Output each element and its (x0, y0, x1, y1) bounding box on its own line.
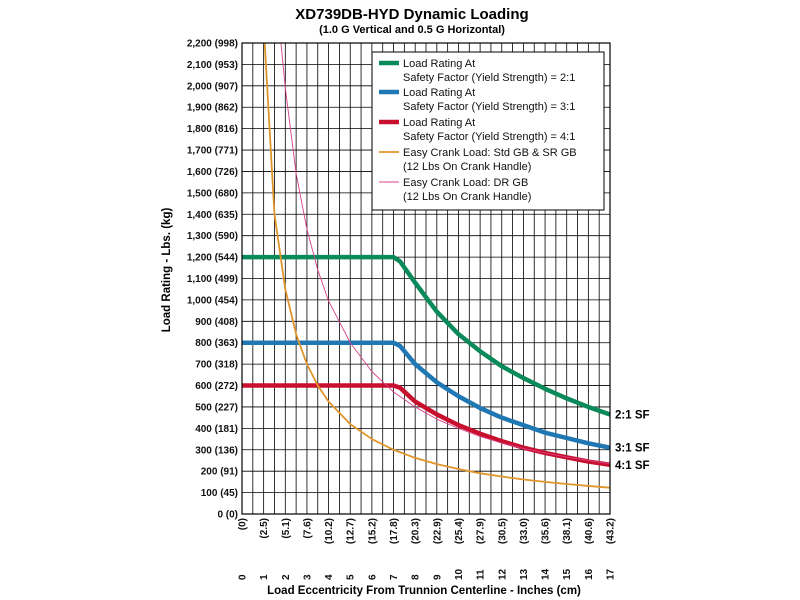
chart-title: XD739DB-HYD Dynamic Loading (295, 6, 528, 23)
x-tick-label-cm: (35.6) (541, 518, 552, 544)
x-tick-label-inch: 16 (584, 568, 595, 580)
y-tick-label: 800 (363) (195, 338, 238, 349)
y-tick-label: 200 (91) (201, 467, 238, 478)
y-tick-label: 1,400 (635) (187, 210, 238, 221)
x-tick-label-cm: (43.2) (606, 518, 617, 544)
x-tick-label-inch: 8 (411, 574, 422, 580)
y-tick-label: 1,700 (771) (187, 146, 238, 157)
y-tick-label: 1,300 (590) (187, 231, 238, 242)
legend-box (371, 51, 605, 211)
x-tick-label-cm: (12.7) (346, 518, 357, 544)
y-tick-label: 2,200 (998) (187, 39, 238, 50)
y-tick-label: 1,800 (816) (187, 124, 238, 135)
legend-label-sf3: Safety Factor (Yield Strength) = 3:1 (403, 101, 575, 113)
legend-label-sf4: Safety Factor (Yield Strength) = 4:1 (403, 131, 575, 143)
x-tick-label-inch: 17 (606, 568, 617, 580)
x-tick-label-cm: (22.9) (432, 518, 443, 544)
y-tick-label: 600 (272) (195, 381, 238, 392)
x-tick-label-inch: 9 (432, 574, 443, 580)
x-tick-label-cm: (10.2) (324, 518, 335, 544)
y-tick-label: 400 (181) (195, 424, 238, 435)
legend-label-crank_std: Easy Crank Load: Std GB & SR GB (403, 147, 577, 159)
end-label-sf2: 2:1 SF (615, 409, 650, 421)
x-tick-label-cm: (17.8) (389, 518, 400, 544)
x-tick-label-cm: (15.2) (367, 518, 378, 544)
y-tick-label: 1,500 (680) (187, 188, 238, 199)
x-tick-label-inch: 2 (281, 574, 292, 580)
x-tick-label-inch: 1 (259, 574, 270, 580)
x-tick-label-inch: 3 (302, 574, 313, 580)
y-tick-label: 300 (136) (195, 445, 238, 456)
x-tick-label-inch: 13 (519, 568, 530, 580)
series-line-sf2 (242, 254, 610, 417)
y-tick-label: 2,000 (907) (187, 81, 238, 92)
end-label-sf3: 3:1 SF (615, 443, 650, 455)
y-tick-label: 1,000 (454) (187, 295, 238, 306)
x-tick-label-inch: 10 (454, 568, 465, 580)
legend-label-sf4: Load Rating At (403, 117, 475, 129)
x-axis-ticks: (0) 0 (2.5) 1 (5.1) 2 (7.6) 3 (10.2) 4 (12.7) 5 (15.… (238, 518, 617, 580)
legend-label-sf2: Load Rating At (403, 58, 475, 70)
series-line-crank_dr (280, 43, 610, 465)
legend-label-crank_dr: (12 Lbs On Crank Handle) (403, 191, 531, 203)
y-axis-ticks: 0 (0) 100 (45) 200 (91) 300 (136) 400 (181) 5… (187, 39, 238, 521)
end-label-sf4: 4:1 SF (615, 460, 650, 472)
y-tick-label: 500 (227) (195, 402, 238, 413)
x-tick-label-cm: (7.6) (302, 518, 313, 539)
x-tick-label-cm: (0) (238, 518, 249, 530)
x-tick-label-inch: 14 (541, 568, 552, 580)
x-tick-label-cm: (20.3) (411, 518, 422, 544)
legend-label-sf3: Load Rating At (403, 87, 475, 99)
legend-label-crank_std: (12 Lbs On Crank Handle) (403, 161, 531, 173)
x-tick-label-inch: 4 (324, 574, 335, 580)
y-axis-label: Load Rating - Lbs. (kg) (161, 208, 173, 333)
x-tick-label-inch: 12 (497, 568, 508, 580)
series-layer (242, 43, 610, 489)
x-tick-label-cm: (40.6) (584, 518, 595, 544)
x-tick-label-cm: (27.9) (476, 518, 487, 544)
x-tick-label-cm: (38.1) (562, 518, 573, 544)
y-tick-label: 0 (0) (217, 510, 238, 521)
x-tick-label-inch: 15 (562, 568, 573, 580)
x-axis-label: Load Eccentricity From Trunnion Centerli… (267, 585, 581, 597)
y-tick-label: 1,200 (544) (187, 253, 238, 264)
series-line-sf3 (242, 340, 610, 450)
legend: Load Rating At Safety Factor (Yield Stren… (371, 51, 605, 211)
y-tick-label: 1,600 (726) (187, 167, 238, 178)
x-tick-label-cm: (30.5) (497, 518, 508, 544)
x-tick-label-inch: 7 (389, 574, 400, 580)
x-tick-label-inch: 6 (367, 574, 378, 580)
y-tick-label: 1,100 (499) (187, 274, 238, 285)
plot-frame (241, 42, 611, 515)
x-tick-label-cm: (2.5) (259, 518, 270, 539)
x-tick-label-cm: (33.0) (519, 518, 530, 544)
y-tick-label: 900 (408) (195, 317, 238, 328)
series-line-crank_std (263, 43, 610, 489)
y-tick-label: 2,100 (953) (187, 60, 238, 71)
x-tick-label-inch: 5 (346, 574, 357, 580)
x-tick-label-cm: (25.4) (454, 518, 465, 544)
y-tick-label: 1,900 (862) (187, 103, 238, 114)
legend-label-sf2: Safety Factor (Yield Strength) = 2:1 (403, 72, 575, 84)
x-tick-label-inch: 11 (476, 569, 487, 580)
chart-subtitle: (1.0 G Vertical and 0.5 G Horizontal) (319, 24, 505, 36)
legend-label-crank_dr: Easy Crank Load: DR GB (403, 177, 528, 189)
series-end-labels: 2:1 SF 3:1 SF 4:1 SF (615, 409, 650, 471)
y-tick-label: 700 (318) (195, 360, 238, 371)
y-tick-label: 100 (45) (201, 488, 238, 499)
x-tick-label-cm: (5.1) (281, 518, 292, 539)
x-tick-label-inch: 0 (238, 574, 249, 580)
